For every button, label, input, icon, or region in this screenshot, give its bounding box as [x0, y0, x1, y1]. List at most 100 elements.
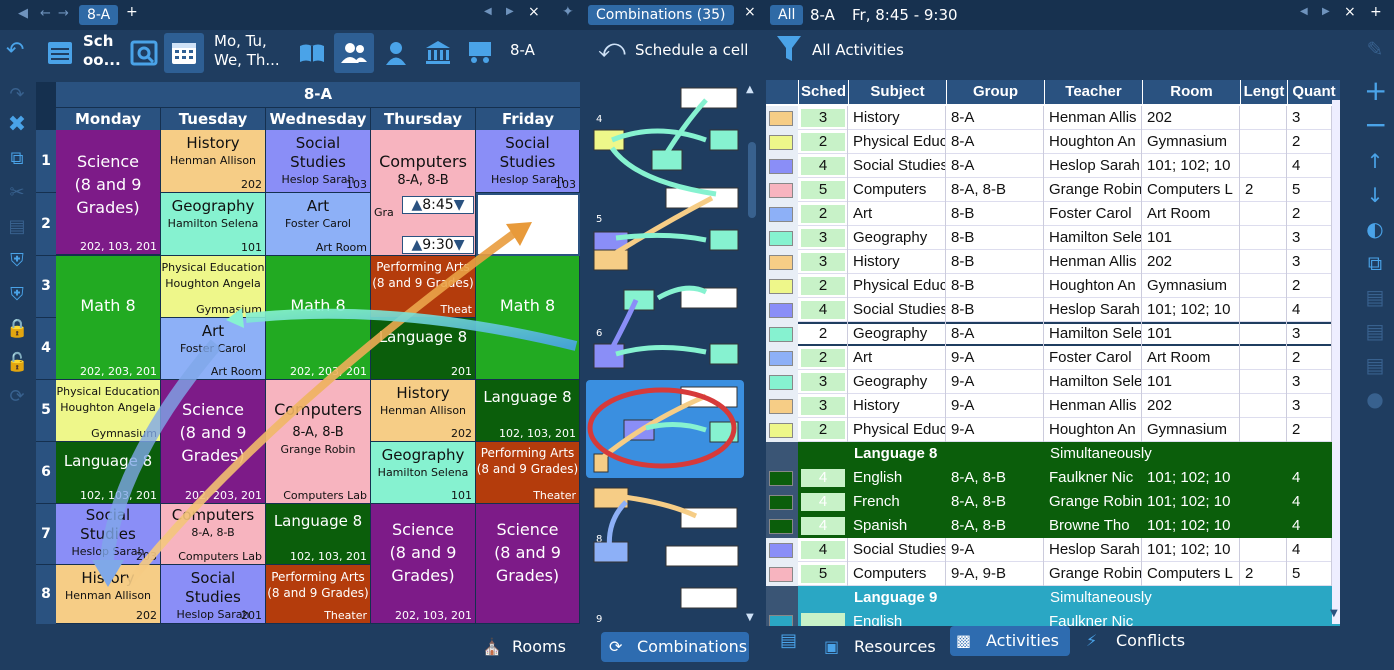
table-row[interactable]: 2 Physical Educ 9-A Houghton An Gymnasium 2 — [766, 418, 1340, 442]
table-row[interactable]: 3 History 9-A Henman Allis 202 3 — [766, 394, 1340, 418]
lock-icon[interactable]: 🔒 — [6, 318, 29, 339]
remove-icon[interactable]: − — [1364, 108, 1388, 141]
lesson-card[interactable]: Social Studies Heslop Sarah 201 — [161, 565, 266, 624]
table-row[interactable]: 2 Physical Educ 8-B Houghton An Gymnasium 2 — [766, 274, 1340, 298]
column-header[interactable]: Teacher — [1045, 80, 1142, 104]
table-row[interactable]: 3 History 8-B Henman Allis 202 3 — [766, 250, 1340, 274]
calendar-search-icon[interactable] — [124, 33, 164, 73]
school-view-icon[interactable] — [40, 33, 80, 73]
table-row[interactable]: 4 French 8-A, 8-B Grange Robin 101; 102; 10 4 — [766, 490, 1340, 514]
days-label-2[interactable]: We, Th... — [214, 51, 280, 69]
building-icon[interactable] — [418, 33, 458, 73]
lesson-card[interactable]: Performing Arts (8 and 9 Grades) Theater — [476, 442, 580, 504]
lesson-card[interactable]: Social Studies Heslop Sarah 103 — [266, 130, 371, 193]
cut-icon[interactable]: ✂ — [9, 182, 25, 203]
palette-icon[interactable]: ◐ — [1366, 217, 1384, 241]
lesson-card[interactable]: Geography Hamilton Selena 101 — [161, 193, 266, 256]
next-right-tab-icon[interactable]: ▶ — [1322, 6, 1330, 17]
scroll-down-icon[interactable]: ▼ — [1330, 608, 1338, 619]
lesson-card[interactable]: Art Foster Carol Art Room — [266, 193, 371, 256]
lesson-card[interactable]: Science (8 and 9 Grades) — [476, 504, 580, 624]
lesson-card[interactable]: Physical Education Houghton Angela Gymna… — [56, 380, 161, 442]
refresh-icon[interactable]: ⟳ — [9, 386, 25, 407]
book-icon[interactable] — [292, 33, 332, 73]
table-row[interactable]: 4 English 8-A, 8-B Faulkner Nic 101; 102; 10… — [766, 466, 1340, 490]
close-combos-tab-icon[interactable]: × — [744, 4, 756, 20]
lesson-card[interactable]: Performing Arts (8 and 9 Grades) Theater — [266, 565, 371, 624]
pencil-icon[interactable]: ✎ — [1366, 37, 1384, 61]
lesson-card[interactable]: Math 8 202, 203, 201 — [56, 256, 161, 380]
delete-icon[interactable]: ✖ — [7, 112, 27, 137]
combos-scrollbar[interactable] — [748, 142, 756, 218]
classroom-icon[interactable] — [460, 33, 500, 73]
calendar-week-icon[interactable] — [164, 33, 204, 73]
tab-activities[interactable]: ▩ Activities — [950, 626, 1070, 656]
tab-class-8a[interactable]: 8-A — [79, 5, 119, 25]
lesson-card[interactable]: Performing Arts (8 and 9 Grades) Theat — [371, 256, 476, 318]
table-row[interactable]: 4 Spanish 8-A, 8-B Browne Tho 101; 102; 10 4 — [766, 514, 1340, 538]
lesson-card[interactable]: History Henman Allison 202 — [371, 380, 476, 442]
copy-icon[interactable]: ⧉ — [1367, 251, 1383, 275]
lesson-card[interactable]: Geography Hamilton Selena 101 — [371, 442, 476, 504]
table-row[interactable]: 3 History 8-A Henman Allis 202 3 — [766, 106, 1340, 130]
group-icon[interactable] — [334, 33, 374, 73]
person-icon[interactable]: ● — [1366, 387, 1384, 411]
tab-combinations-bottom[interactable]: ⟳ Combinations — [601, 632, 749, 662]
school-view-label-2[interactable]: oo... — [83, 51, 121, 69]
move-up-icon[interactable]: ↑ — [1366, 149, 1384, 173]
scroll-down-icon[interactable]: ▼ — [746, 612, 754, 623]
days-label[interactable]: Mo, Tu, — [214, 32, 267, 50]
shield-x-icon[interactable]: ⛨ — [10, 284, 24, 305]
close-tab-icon[interactable]: × — [528, 4, 540, 20]
add-tab-icon[interactable]: + — [126, 4, 138, 20]
tab-resources[interactable]: ▣ Resources — [818, 632, 938, 662]
table-row[interactable]: 3 Geography 9-A Hamilton Sele 101 3 — [766, 370, 1340, 394]
start-time-spinner[interactable]: ▲8:45▼ — [402, 196, 474, 214]
paste-icon[interactable]: ▤ — [8, 216, 26, 237]
lesson-card[interactable]: Computers 8-A, 8-B Gra — [371, 130, 476, 256]
schedule-cell-button[interactable]: Schedule a cell — [635, 41, 749, 59]
tab-class-label[interactable]: 8-A — [810, 6, 835, 24]
column-header[interactable]: Lengt — [1241, 80, 1287, 104]
pin-icon[interactable]: ✦ — [562, 4, 574, 20]
lesson-card[interactable]: Language 8 102, 103, 201 — [476, 380, 580, 442]
table-row[interactable]: 5 Computers 8-A, 8-B Grange Robin Computers … — [766, 178, 1340, 202]
unlock-icon[interactable]: 🔓 — [6, 352, 29, 373]
tab-combinations[interactable]: Combinations (35) — [588, 5, 734, 25]
lesson-card[interactable]: Physical Education Houghton Angela Gymna… — [161, 256, 266, 318]
building-2-icon[interactable]: ▤ — [780, 630, 798, 651]
lesson-card[interactable]: Language 8 102, 103, 201 — [266, 504, 371, 565]
next-tab-icon[interactable]: ▶ — [506, 6, 514, 17]
clipboard-icon[interactable]: ▤ — [1365, 319, 1385, 343]
column-header[interactable]: Quant — [1288, 80, 1340, 104]
tab-all[interactable]: All — [770, 5, 804, 25]
activities-scrollbar[interactable] — [1332, 100, 1340, 624]
column-header[interactable]: Sched — [799, 80, 848, 104]
filter-label[interactable]: All Activities — [812, 41, 904, 59]
add-right-tab-icon[interactable]: + — [1370, 4, 1382, 20]
prev-right-tab-icon[interactable]: ◀ — [1300, 6, 1308, 17]
spin-down-icon[interactable]: ▼ — [453, 197, 465, 213]
school-view-label[interactable]: Sch — [83, 32, 114, 50]
group-header-row[interactable]: Language 9 Simultaneously — [766, 586, 1340, 610]
column-header[interactable]: Room — [1143, 80, 1240, 104]
undo-icon[interactable]: ↶ — [6, 38, 25, 63]
group-header-row[interactable]: Language 8 Simultaneously — [766, 442, 1340, 466]
teacher-icon[interactable] — [376, 33, 416, 73]
tab-conflicts[interactable]: ⚡ Conflicts — [1080, 626, 1190, 656]
back-icon[interactable]: ◀ — [18, 6, 28, 21]
table-row[interactable]: 2 Physical Educ 8-A Houghton An Gymnasium 2 — [766, 130, 1340, 154]
column-header[interactable]: Subject — [849, 80, 946, 104]
close-right-tab-icon[interactable]: × — [1344, 4, 1356, 20]
lesson-card[interactable]: Social Studies Heslop Sarah 103 — [476, 130, 580, 193]
spin-up-icon[interactable]: ▲ — [411, 197, 423, 213]
clipboard-2-icon[interactable]: ▤ — [1365, 353, 1385, 377]
filter-icon[interactable] — [776, 34, 802, 68]
table-row[interactable]: 2 Geography 8-A Hamilton Sele 101 3 — [766, 322, 1340, 346]
paste-icon[interactable]: ▤ — [1365, 285, 1385, 309]
table-row[interactable]: 5 Computers 9-A, 9-B Grange Robin Computers … — [766, 562, 1340, 586]
move-down-icon[interactable]: ↓ — [1366, 183, 1384, 207]
table-row[interactable]: 4 Social Studies 8-B Heslop Sarah 101; 102; … — [766, 298, 1340, 322]
shield-icon[interactable]: ⛨ — [10, 250, 24, 271]
end-time-value[interactable]: 9:30 — [422, 237, 454, 253]
